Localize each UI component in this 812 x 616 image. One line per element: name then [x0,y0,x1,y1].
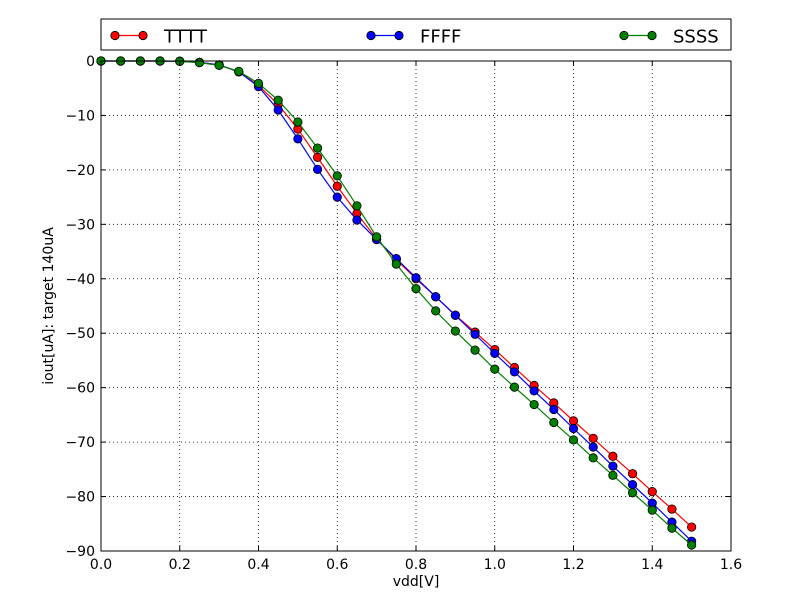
y-tick-label: −50 [65,326,95,342]
y-tick-label: 0 [86,54,95,70]
legend-marker [647,30,657,41]
x-tick-label: 1.0 [484,557,506,573]
ticks: 0.0 0.2 0.4 0.6 0.8 1.0 1.2 1.4 1.6 0 −10 −20 −30 −40… [65,54,742,573]
data-point [312,164,323,174]
data-point [509,367,520,377]
x-tick-label: 0.0 [90,557,112,573]
y-tick-label: −40 [65,272,95,288]
data-point [568,423,579,434]
legend-label: FFFF [420,27,461,48]
data-point [588,433,598,443]
data-point [627,479,638,490]
x-tick-label: 0.6 [326,557,348,573]
x-tick-label: 0.4 [247,557,269,573]
data-point [411,273,421,283]
legend-marker [394,30,404,41]
data-point [608,451,618,461]
data-point [549,417,559,428]
y-tick-label: −80 [65,490,95,506]
data-point [470,329,480,339]
data-point [627,469,638,479]
data-point [273,105,283,115]
legend-label: TTTT [163,27,208,48]
data-point [608,461,618,471]
data-point [431,292,441,302]
data-point [450,310,460,320]
data-point [352,201,362,211]
data-point [253,78,264,88]
x-tick-label: 0.8 [405,557,427,573]
data-point [312,152,323,162]
data-point [529,386,539,396]
data-point [687,540,697,550]
data-point [273,95,283,105]
data-point [332,181,342,191]
data-point [588,453,598,463]
data-point [411,283,421,294]
y-tick-label: −20 [65,163,95,179]
x-tick-label: 1.6 [720,557,742,573]
data-point [293,117,303,127]
y-tick-label: −70 [65,435,95,451]
data-point [588,442,598,452]
data-point [234,66,244,76]
data-point [568,416,579,426]
legend-marker [366,30,376,41]
data-point [352,215,362,225]
data-point [667,504,677,514]
legend-label: SSSS [673,27,719,48]
x-axis-label: vdd[V] [393,574,440,590]
legend-marker [619,30,629,41]
data-point [194,58,205,68]
data-point [687,522,697,532]
data-point [214,60,224,70]
data-point [529,399,539,410]
x-tick-label: 1.2 [562,557,584,573]
data-point [332,171,342,181]
data-point [293,134,303,144]
data-point [450,326,460,336]
data-point [627,488,638,498]
x-tick-label: 1.4 [641,557,663,573]
data-point [372,232,382,242]
data-point [647,487,657,497]
data-point [312,143,323,153]
y-tick-label: −30 [65,217,95,233]
data-point [509,382,520,392]
data-point [470,345,480,355]
y-tick-label: −60 [65,381,95,397]
data-point [667,523,677,533]
data-point [332,192,342,202]
data-point [549,404,559,415]
data-point [490,348,500,358]
x-tick-label: 0.2 [169,557,191,573]
legend-marker [138,30,148,41]
data-point [568,435,579,445]
legend-marker [110,30,120,41]
y-axis-label: iout[uA]: target 140uA [41,227,57,385]
y-tick-label: −90 [65,544,95,560]
data-point [391,259,401,269]
legend: TTTT FFFF SSSS [100,18,732,51]
data-point [431,306,441,316]
y-tick-label: −10 [65,108,95,124]
data-point [647,505,657,515]
data-point [608,470,618,480]
data-point [490,364,500,374]
